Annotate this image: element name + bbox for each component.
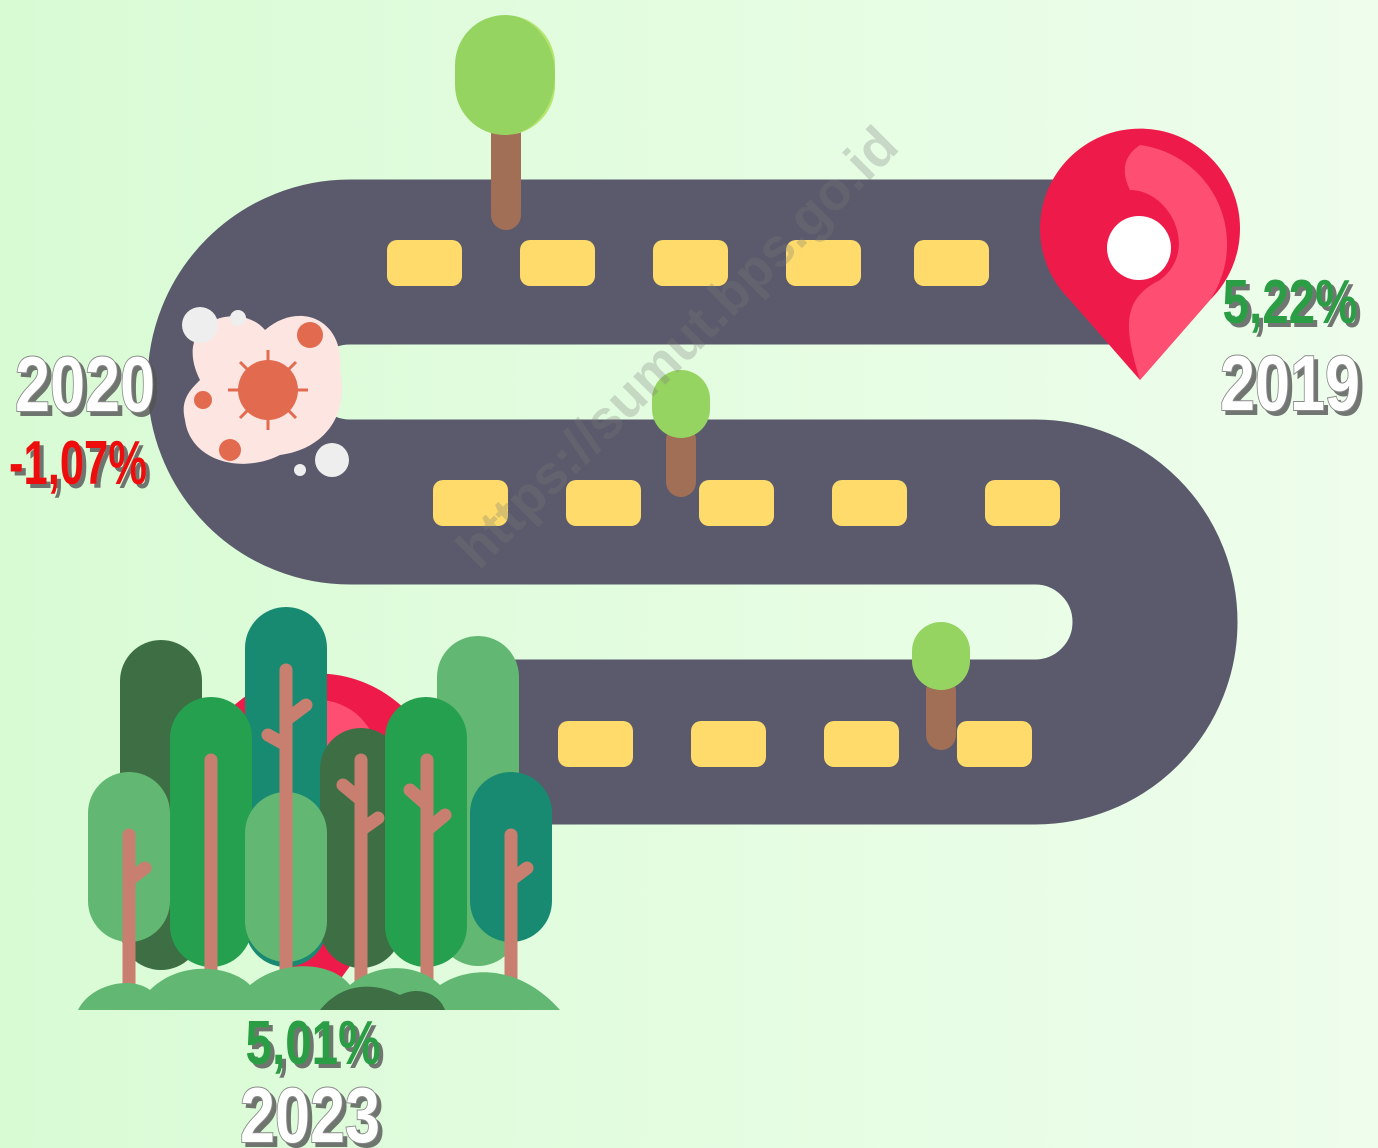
virus (182, 307, 349, 477)
lane-dashes-part (832, 480, 907, 526)
virus-part (230, 310, 246, 326)
page: https://sumut.bps.go.id 5,22% 2019 2020 … (0, 0, 1378, 1148)
year-label: 2020 (15, 340, 155, 428)
roadside-trees-part (455, 15, 555, 135)
lane-dashes-part (699, 480, 774, 526)
lane-dashes-part (691, 721, 766, 767)
growth-label: 5,22% (1223, 268, 1358, 337)
virus-part (182, 307, 218, 343)
virus-part (228, 350, 308, 430)
lane-dashes-part (957, 721, 1032, 767)
infographic: https://sumut.bps.go.id 5,22% 2019 2020 … (0, 0, 1378, 1148)
year-label: 2019 (1220, 339, 1360, 427)
forest-part-part (268, 735, 286, 745)
virus-part (294, 464, 306, 476)
virus-part (297, 322, 323, 348)
lane-dashes-part (914, 240, 989, 286)
virus-part (194, 391, 212, 409)
roadside-trees (455, 15, 970, 750)
forest (78, 607, 560, 1010)
year-label: 2023 (240, 1071, 380, 1148)
growth-label: -1,07% (9, 429, 147, 498)
virus-part (315, 443, 349, 477)
roadside-trees-part (912, 622, 970, 690)
lane-dashes-part (558, 721, 633, 767)
growth-label: 5,01% (246, 1009, 381, 1078)
lane-dashes-part (824, 721, 899, 767)
lane-dashes-part (520, 240, 595, 286)
start-pin-part (1107, 216, 1171, 280)
lane-dashes-part (387, 240, 462, 286)
lane-dashes-part (985, 480, 1060, 526)
virus-part (219, 439, 241, 461)
forest-part (78, 966, 560, 1010)
